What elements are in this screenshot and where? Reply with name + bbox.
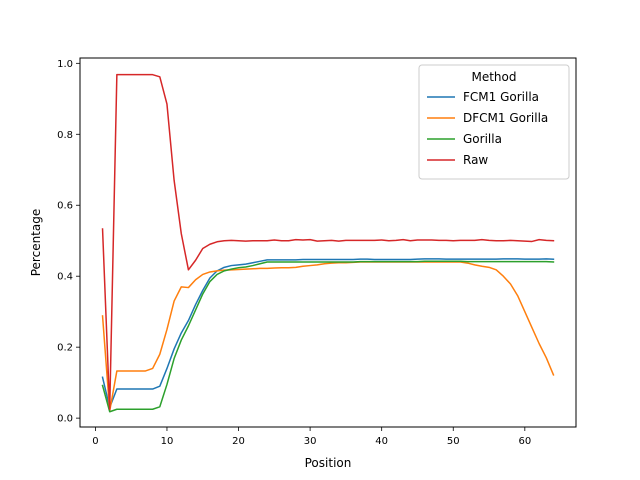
x-tick-label: 30 (304, 436, 317, 447)
legend-title: Method (471, 70, 516, 84)
x-tick-label: 50 (447, 436, 460, 447)
series-layer (101, 73, 555, 413)
y-tick-label: 1.0 (57, 59, 73, 70)
x-axis-ticks: 0 10 20 30 40 50 60 (92, 427, 531, 447)
series-line-4 (101, 73, 555, 411)
legend-entries: FCM1 Gorilla DFCM1 Gorilla Gorilla Raw (427, 90, 548, 167)
y-tick-label: 0.4 (57, 272, 73, 283)
x-tick-label: 60 (518, 436, 531, 447)
legend-label-2: DFCM1 Gorilla (463, 111, 548, 125)
x-tick-label: 20 (232, 436, 245, 447)
series-line-3 (101, 260, 555, 413)
legend-label-3: Gorilla (463, 132, 502, 146)
legend-label-1: FCM1 Gorilla (463, 90, 539, 104)
y-axis-ticks: 0.0 0.2 0.4 0.6 0.8 1.0 (57, 59, 80, 425)
y-tick-label: 0.6 (57, 201, 73, 212)
x-tick-label: 0 (92, 436, 98, 447)
y-tick-label: 0.8 (57, 130, 73, 141)
series-line-1 (101, 258, 555, 409)
x-axis-label: Position (305, 456, 352, 470)
x-tick-label: 10 (161, 436, 174, 447)
x-tick-label: 40 (375, 436, 388, 447)
y-tick-label: 0.2 (57, 343, 73, 354)
legend-box (418, 64, 570, 180)
series-line-2 (101, 261, 555, 412)
legend-label-4: Raw (463, 153, 488, 167)
y-axis-label: Percentage (29, 209, 43, 277)
y-tick-label: 0.0 (57, 414, 73, 425)
plot-frame (79, 57, 577, 428)
legend: Method FCM1 Gorilla DFCM1 Gorilla Gorilla R… (418, 64, 570, 180)
